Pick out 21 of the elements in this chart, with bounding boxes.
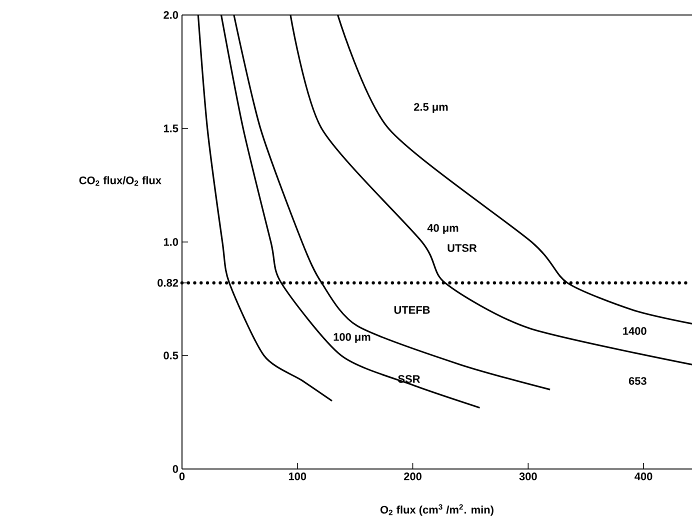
x-tick-label: 200 — [404, 472, 422, 480]
y-axis-title: CO$_{2}$ flux/O$_{2}$ flux — [79, 176, 162, 186]
x-tick-label: 400 — [634, 472, 652, 480]
annotation: 1400 — [623, 327, 646, 335]
x-tick-label: 100 — [288, 472, 306, 480]
series-label: UTSR — [448, 244, 477, 252]
x-axis-title: O$_{2}$ flux (cm$^{3}$ /m$^{2}$. min) — [380, 504, 494, 516]
annotation: 653 — [628, 377, 646, 385]
x-tick-label: 0 — [179, 472, 185, 480]
y-tick-label: 2.0 — [164, 11, 178, 19]
text: UTEFB — [394, 306, 430, 314]
x-tick-label: 300 — [519, 472, 537, 480]
annotation: 2.5 μm — [414, 103, 448, 113]
annotation: 100 μm — [334, 333, 370, 343]
y-tick-label: 0.5 — [164, 352, 178, 360]
y-tick-label: 1.0 — [164, 238, 178, 246]
series-label: SSR — [398, 375, 420, 383]
y-tick-label: 0 — [172, 465, 178, 473]
annotation: 40 μm — [427, 224, 458, 234]
y-tick-label: 0.82 — [158, 278, 178, 287]
y-tick-label: 1.5 — [164, 124, 178, 132]
